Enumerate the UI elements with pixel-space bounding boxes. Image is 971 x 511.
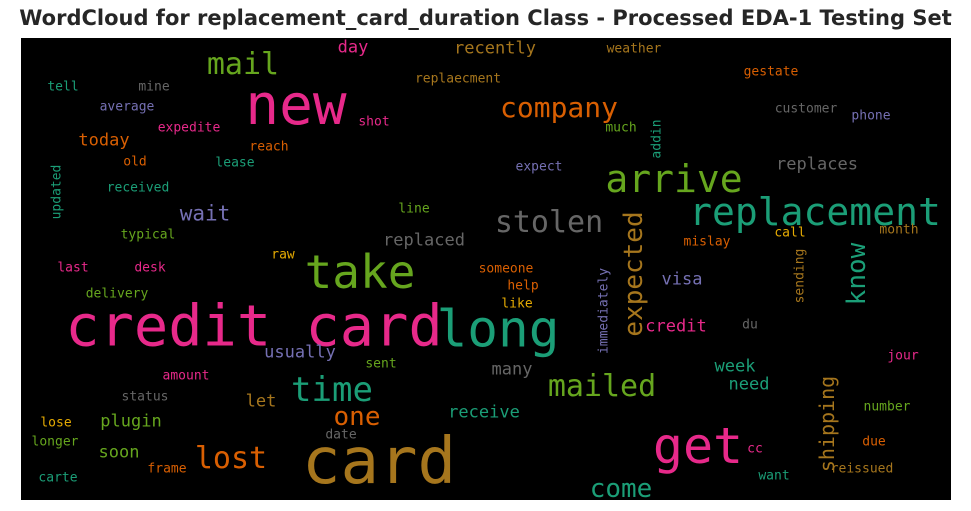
- word-sending: sending: [792, 248, 808, 304]
- word-customer: customer: [774, 101, 838, 117]
- word-replacement: replacement: [689, 190, 941, 234]
- word-visa: visa: [661, 269, 703, 290]
- word-arrive: arrive: [605, 157, 743, 201]
- word-shot: shot: [358, 114, 390, 130]
- word-mail: mail: [206, 47, 280, 82]
- word-desk: desk: [134, 260, 166, 276]
- word-phone: phone: [851, 108, 891, 124]
- word-amount: amount: [162, 368, 210, 384]
- word-tell: tell: [47, 79, 79, 95]
- word-need: need: [728, 374, 770, 395]
- word-card: card: [301, 425, 457, 499]
- word-mine: mine: [138, 79, 170, 95]
- word-old: old: [123, 154, 147, 170]
- word-let: let: [245, 391, 277, 412]
- word-frame: frame: [147, 461, 187, 477]
- word-typical: typical: [120, 227, 176, 243]
- word-much: much: [605, 120, 637, 136]
- word-replaces: replaces: [776, 154, 858, 175]
- word-mailed: mailed: [547, 369, 657, 404]
- word-come: come: [589, 474, 653, 500]
- word-du: du: [742, 317, 758, 333]
- word-like: like: [501, 296, 533, 312]
- word-replaced: replaced: [383, 230, 465, 251]
- word-immediately: immediately: [596, 267, 612, 355]
- word-lost: lost: [194, 441, 268, 476]
- word-take: take: [304, 245, 416, 299]
- word-week: week: [714, 356, 756, 377]
- word-cc: cc: [747, 441, 763, 457]
- word-soon: soon: [98, 442, 140, 463]
- word-expected: expected: [619, 211, 649, 337]
- word-many: many: [491, 359, 533, 380]
- word-sent: sent: [365, 356, 397, 372]
- word-date: date: [325, 427, 357, 443]
- word-reissued: reissued: [830, 461, 894, 477]
- word-know: know: [842, 242, 872, 306]
- word-stolen: stolen: [494, 205, 604, 240]
- word-shipping: shipping: [815, 375, 839, 473]
- word-one: one: [333, 402, 381, 432]
- word-credit-card: credit card: [65, 293, 443, 360]
- word-average: average: [99, 99, 155, 115]
- word-usually: usually: [264, 342, 336, 363]
- word-replaecment: replaecment: [414, 71, 502, 87]
- word-new: new: [245, 73, 347, 138]
- word-reach: reach: [249, 139, 289, 155]
- word-received: received: [106, 180, 170, 196]
- word-get: get: [652, 417, 744, 475]
- word-gestate: gestate: [743, 64, 799, 80]
- word-company: company: [499, 91, 619, 124]
- word-expedite: expedite: [157, 120, 221, 136]
- word-jour: jour: [887, 348, 919, 364]
- word-status: status: [121, 389, 169, 405]
- word-longer: longer: [31, 434, 79, 450]
- word-month: month: [879, 222, 919, 238]
- word-someone: someone: [478, 261, 534, 277]
- word-wait: wait: [179, 201, 231, 226]
- word-weather: weather: [606, 41, 662, 57]
- word-number: number: [863, 399, 911, 415]
- word-call: call: [774, 225, 806, 241]
- word-cloud-canvas: credit card card new long take get replacement…: [21, 38, 951, 500]
- word-line: line: [398, 201, 430, 217]
- word-recently: recently: [454, 38, 536, 59]
- word-carte: carte: [38, 470, 78, 486]
- word-day: day: [337, 38, 369, 58]
- word-today: today: [78, 130, 130, 151]
- word-expect: expect: [515, 159, 563, 175]
- word-delivery: delivery: [85, 286, 149, 302]
- word-updated: updated: [49, 164, 65, 220]
- word-addin: addin: [649, 119, 665, 159]
- word-last: last: [57, 260, 89, 276]
- word-long: long: [436, 300, 560, 360]
- word-time: time: [291, 370, 373, 410]
- chart-title: WordCloud for replacement_card_duration …: [19, 6, 952, 30]
- word-due: due: [862, 434, 886, 450]
- word-want: want: [758, 468, 790, 484]
- word-credit: credit: [645, 316, 707, 337]
- word-raw: raw: [271, 247, 295, 263]
- word-lose: lose: [40, 415, 72, 431]
- word-lease: lease: [215, 155, 255, 171]
- word-receive: receive: [448, 402, 520, 423]
- word-help: help: [507, 278, 539, 294]
- word-mislay: mislay: [683, 234, 731, 250]
- word-plugin: plugin: [100, 411, 162, 432]
